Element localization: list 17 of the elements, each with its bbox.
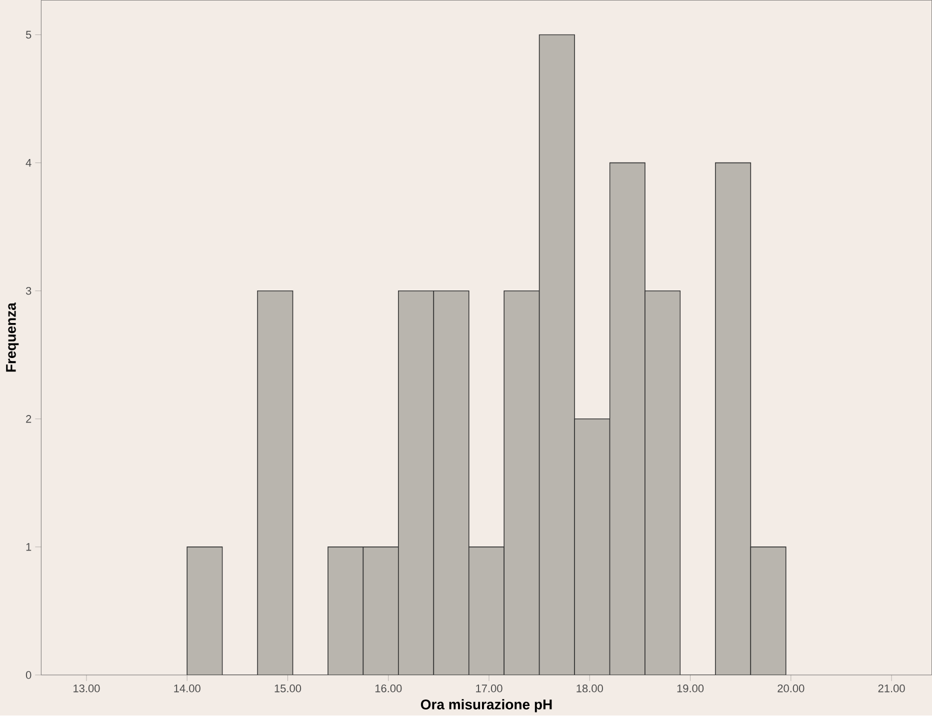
x-tick-label: 20.00 bbox=[778, 684, 804, 693]
x-tick-label: 16.00 bbox=[375, 684, 402, 693]
x-axis-title: Ora misurazione pH bbox=[420, 699, 552, 712]
y-tick-label: 5 bbox=[26, 31, 32, 39]
x-tick-label: 19.00 bbox=[677, 684, 704, 693]
y-tick-label: 3 bbox=[26, 287, 32, 295]
y-tick-label: 2 bbox=[26, 415, 32, 423]
y-tick-label: 4 bbox=[26, 159, 32, 167]
x-tick-label: 17.00 bbox=[476, 684, 502, 693]
x-tick-label: 21.00 bbox=[878, 684, 905, 693]
x-tick-label: 13.00 bbox=[74, 684, 100, 693]
y-tick-label: 0 bbox=[26, 671, 32, 680]
y-axis-title: Frequenza bbox=[6, 302, 19, 372]
x-tick-label: 14.00 bbox=[174, 684, 200, 693]
y-tick-label: 1 bbox=[26, 543, 32, 551]
x-tick-label: 18.00 bbox=[576, 684, 603, 693]
x-tick-label: 15.00 bbox=[274, 684, 302, 693]
